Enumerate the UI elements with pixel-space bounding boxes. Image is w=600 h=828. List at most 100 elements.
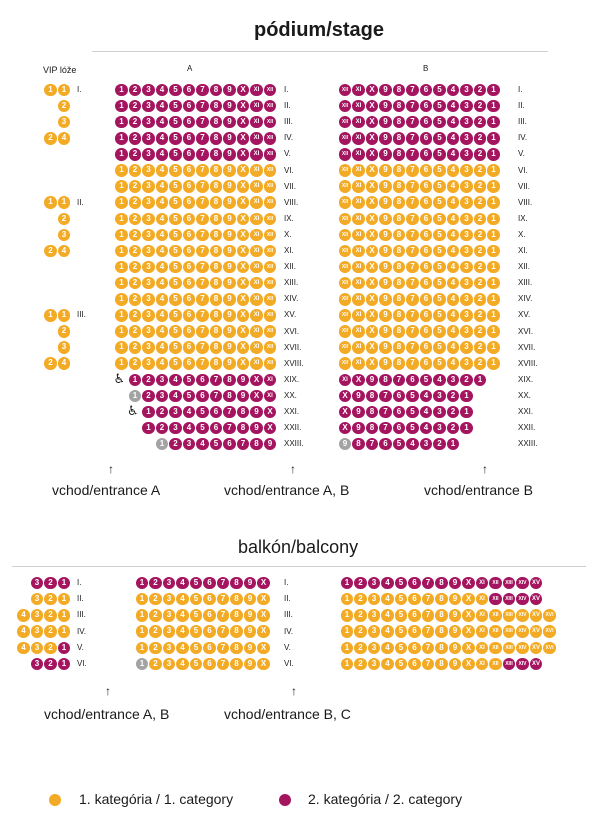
seat[interactable]: 6: [182, 180, 196, 193]
seat[interactable]: XII: [263, 357, 277, 370]
seat[interactable]: 6: [203, 592, 216, 606]
seat[interactable]: 2: [446, 421, 460, 435]
seat[interactable]: 5: [169, 83, 182, 97]
seat[interactable]: 9: [236, 389, 250, 403]
seat[interactable]: 3: [142, 180, 155, 193]
seat[interactable]: X: [462, 657, 475, 671]
seat[interactable]: 8: [392, 341, 406, 354]
seat[interactable]: 4: [155, 325, 169, 338]
seat[interactable]: 1: [135, 641, 149, 655]
seat[interactable]: 3: [142, 212, 155, 226]
seat[interactable]: 8: [230, 609, 243, 622]
seat[interactable]: 6: [182, 115, 196, 129]
seat[interactable]: 9: [379, 293, 392, 306]
seat[interactable]: 1: [487, 293, 500, 306]
seat[interactable]: 7: [223, 405, 236, 419]
seat[interactable]: 1: [115, 228, 128, 242]
seat[interactable]: 4: [446, 196, 460, 209]
seat[interactable]: XI: [475, 609, 489, 622]
seat[interactable]: 4: [446, 228, 460, 242]
seat[interactable]: 1: [487, 180, 500, 193]
seat[interactable]: X: [365, 164, 379, 177]
seat[interactable]: 1: [115, 164, 128, 177]
seat[interactable]: 8: [209, 212, 223, 226]
seat[interactable]: 6: [182, 212, 196, 226]
seat[interactable]: 2: [473, 293, 487, 306]
seat[interactable]: 5: [189, 592, 203, 606]
seat[interactable]: XI: [352, 132, 365, 145]
seat[interactable]: 5: [169, 99, 182, 113]
seat[interactable]: 3: [30, 641, 44, 655]
seat[interactable]: 6: [419, 228, 433, 242]
seat[interactable]: 1: [135, 576, 149, 590]
seat[interactable]: X: [263, 405, 277, 419]
seat[interactable]: 2: [473, 325, 487, 338]
seat[interactable]: 3: [142, 83, 155, 97]
seat[interactable]: 8: [223, 389, 236, 403]
seat[interactable]: XI: [352, 325, 365, 338]
seat[interactable]: 7: [209, 389, 223, 403]
seat[interactable]: 3: [142, 325, 155, 338]
seat[interactable]: 3: [460, 293, 473, 306]
seat[interactable]: 5: [169, 196, 182, 209]
seat[interactable]: 4: [433, 373, 446, 387]
seat[interactable]: 8: [209, 180, 223, 193]
seat[interactable]: 9: [338, 437, 352, 451]
seat[interactable]: X: [250, 373, 263, 387]
seat[interactable]: 2: [128, 341, 142, 354]
seat[interactable]: 3: [57, 115, 71, 129]
seat[interactable]: X: [365, 212, 379, 226]
seat[interactable]: 1: [115, 325, 128, 338]
seat[interactable]: 3: [142, 228, 155, 242]
seat[interactable]: XII: [338, 325, 352, 338]
seat[interactable]: X: [257, 576, 270, 590]
seat[interactable]: 1: [487, 196, 500, 209]
seat[interactable]: 8: [209, 99, 223, 113]
seat[interactable]: 9: [223, 83, 236, 97]
seat[interactable]: X: [257, 641, 270, 655]
seat[interactable]: 9: [379, 196, 392, 209]
seat[interactable]: 1: [473, 373, 487, 387]
seat[interactable]: 6: [182, 83, 196, 97]
seat[interactable]: X: [365, 276, 379, 290]
seat[interactable]: 3: [367, 592, 381, 606]
seat[interactable]: X: [462, 641, 475, 655]
seat[interactable]: 9: [223, 132, 236, 145]
seat[interactable]: 2: [354, 609, 367, 622]
seat[interactable]: 9: [379, 164, 392, 177]
seat[interactable]: 3: [142, 276, 155, 290]
seat[interactable]: 5: [406, 421, 419, 435]
seat[interactable]: 8: [392, 148, 406, 161]
seat[interactable]: XI: [250, 341, 263, 354]
seat[interactable]: 1: [44, 309, 57, 322]
seat[interactable]: 2: [354, 576, 367, 590]
seat[interactable]: 8: [392, 132, 406, 145]
seat[interactable]: 1: [446, 437, 460, 451]
seat[interactable]: 4: [446, 83, 460, 97]
seat[interactable]: 3: [367, 641, 381, 655]
seat[interactable]: 3: [433, 389, 446, 403]
seat[interactable]: 7: [209, 373, 223, 387]
seat[interactable]: 5: [406, 405, 419, 419]
seat[interactable]: XI: [250, 132, 263, 145]
seat[interactable]: 4: [155, 148, 169, 161]
seat[interactable]: XI: [250, 244, 263, 258]
seat[interactable]: 8: [392, 293, 406, 306]
seat[interactable]: XI: [475, 592, 489, 606]
seat[interactable]: 6: [419, 325, 433, 338]
seat[interactable]: 4: [155, 260, 169, 274]
seat[interactable]: XIV: [516, 641, 529, 655]
seat[interactable]: XI: [352, 83, 365, 97]
seat[interactable]: 9: [223, 293, 236, 306]
seat[interactable]: 2: [473, 260, 487, 274]
seat[interactable]: 4: [155, 357, 169, 370]
seat[interactable]: 3: [419, 437, 433, 451]
seat[interactable]: 7: [421, 576, 435, 590]
seat[interactable]: 9: [448, 641, 462, 655]
seat[interactable]: 5: [433, 244, 446, 258]
seat[interactable]: 4: [446, 341, 460, 354]
seat[interactable]: X: [236, 115, 250, 129]
seat[interactable]: 2: [149, 657, 162, 671]
seat[interactable]: 7: [196, 83, 209, 97]
seat[interactable]: X: [352, 373, 365, 387]
